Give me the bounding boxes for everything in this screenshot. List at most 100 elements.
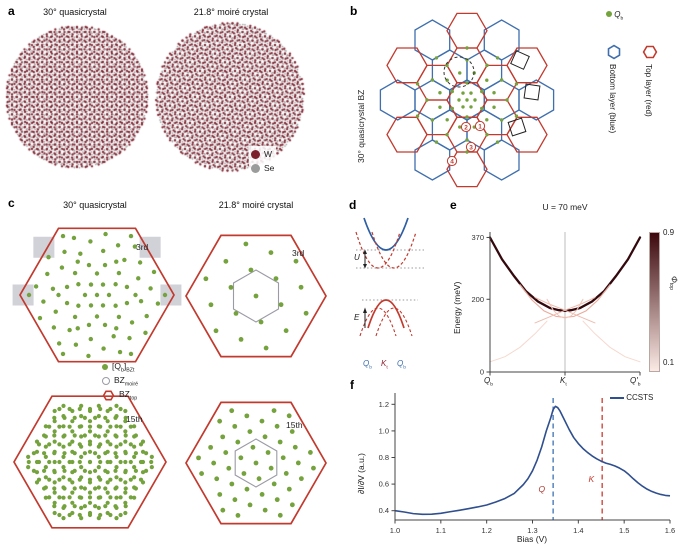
panel-e-title: U = 70 meV [542,202,588,212]
hex-moire-15th [185,401,327,525]
legend-c: [Qb]BZt BZmoiré BZtop [102,360,138,402]
svg-text:1.2: 1.2 [481,526,491,535]
svg-text:4: 4 [450,158,454,165]
legend-item-bz-moire: BZmoiré [102,374,138,388]
band-curve [489,320,548,363]
svg-text:1.2: 1.2 [379,400,389,409]
hex-qc-15th [13,395,167,529]
numbered-marker [465,141,477,153]
legend-atoms: W Se [249,146,277,176]
qb-label-sub: b [620,16,624,22]
band-curve [534,297,596,324]
svg-text:1.0: 1.0 [390,526,400,535]
top-layer-hexagon-icon [642,45,658,59]
qb-bzt-label: [Qb]BZt [112,360,135,374]
d-xlabel-qb-right: Qb [397,359,406,371]
legend-item-se: Se [251,161,274,175]
svg-text:1.4: 1.4 [573,526,583,535]
svg-text:370: 370 [471,233,484,242]
qb-dot-icon [606,11,612,17]
panel-label-f: f [350,378,354,392]
legend-item-bz-top: BZtop [102,388,138,402]
d-xlabel-qb-left: Qb [363,359,372,371]
numbered-marker [446,155,458,167]
shell-label-qc-15th: 15th [126,414,143,424]
svg-text:0: 0 [480,368,484,377]
brillouin-zone-diagram: 1 2 3 4 [379,12,555,188]
panel-label-e: e [450,198,457,212]
shell-label-moire-15th: 15th [286,420,303,430]
shell-label-qc-3rd: 3rd [136,242,149,252]
sts-spectrum-plot: Q K 1.0 1.1 1.2 1.3 1.4 1.5 1.6 0.4 0.6 0.8 1.0 1.2 [379,393,675,535]
interlayer-coupling-label: U [354,253,360,262]
band-schematic [355,217,424,337]
dashed-circle-marker [443,56,475,88]
svg-text:0.4: 0.4 [379,506,389,515]
ccsts-line-swatch [610,396,624,399]
svg-text:1: 1 [478,123,482,130]
w-atom-swatch [251,149,260,159]
w-atom-label: W [264,149,273,159]
colorbar [649,232,660,372]
svg-text:0.8: 0.8 [379,453,389,462]
cbar-top-tick: 0.9 [663,228,675,237]
band-curve [519,284,611,319]
band-curve [488,236,642,313]
se-atom-label: Se [264,163,275,173]
hybridized-band [363,217,409,251]
lattice-21-8deg-moire [154,21,306,173]
svg-text:K: K [588,474,594,484]
legend-ccsts: CCSTS [610,393,653,402]
square-marker [507,117,527,137]
e-xtick-qpb: Q′b [630,376,641,388]
bz-top-hexagon-icon [102,389,115,400]
e-ylabel: Energy (meV) [452,281,462,334]
square-marker [510,50,530,70]
d-xlabel-kt: Kt [381,359,388,371]
numbered-marker [460,121,472,133]
bz-shell-hexagons [12,227,327,529]
e-xtick-kt: Kt [560,376,567,388]
hex-moire-3rd [185,234,327,358]
bottom-layer-hexagon-icon [607,44,621,60]
bz-moire-circle-icon [102,377,110,385]
legend-item-qb-bzt: [Qb]BZt [102,360,138,374]
bz-top-label: BZtop [119,388,138,402]
panel-c-right-title: 21.8° moiré crystal [218,200,294,210]
f-ylabel: ∂I/∂V (a.u.) [356,453,366,494]
shell-label-moire-3rd: 3rd [292,248,305,258]
f-xlabel: Bias (V) [516,534,548,544]
field-label: E [354,313,360,322]
svg-text:1.3: 1.3 [527,526,537,535]
panel-label-a: a [8,4,15,18]
sts-curve [394,405,671,516]
panel-b-side-label: 30° quasicrystal BZ [356,89,366,163]
valence-band [367,299,405,329]
band-structure-plot: 0 200 370 [471,232,642,377]
lattice-30deg-quasicrystal [4,24,150,170]
legend-qb: Qb [606,10,623,22]
legend-item-w: W [251,147,274,161]
legend-top-layer: Top layer (red) [644,64,653,117]
svg-text:2: 2 [464,124,468,131]
cbar-label: Φtop [668,276,679,290]
svg-text:Q: Q [539,484,546,494]
svg-text:1.1: 1.1 [436,526,446,535]
cbar-bottom-tick: 0.1 [663,358,675,367]
panel-a-left-title: 30° quasicrystal [43,7,107,17]
band-curve [546,298,584,319]
square-marker [523,83,541,101]
bz-moire-label: BZmoiré [114,374,139,388]
qb-bzt-dot-icon [102,364,108,370]
svg-text:0.6: 0.6 [379,480,389,489]
svg-text:1.0: 1.0 [379,426,389,435]
e-xtick-qb: Qb [484,376,493,388]
svg-text:3: 3 [469,144,473,151]
panel-a-right-title: 21.8° moiré crystal [193,7,269,17]
panel-label-c: c [8,196,15,210]
numbered-marker [474,120,486,132]
se-atom-swatch [251,163,260,173]
svg-text:200: 200 [471,295,484,304]
qb-label: Q [614,10,621,19]
